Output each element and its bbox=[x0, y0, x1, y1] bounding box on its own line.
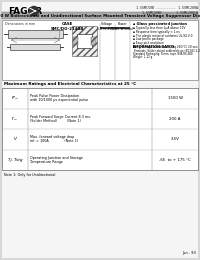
Text: 1500 W Bidirectional and Unidirectional Surface Mounted Transient Voltage Suppre: 1500 W Bidirectional and Unidirectional … bbox=[0, 14, 200, 17]
Text: Voltage
6.8 to 200 V: Voltage 6.8 to 200 V bbox=[97, 22, 117, 31]
Bar bbox=[72, 26, 97, 56]
Text: 1500 W: 1500 W bbox=[168, 96, 182, 100]
Text: ▪ Typical Iρ less than 1μA above 10V: ▪ Typical Iρ less than 1μA above 10V bbox=[133, 26, 186, 30]
Bar bbox=[2, 88, 198, 170]
Text: Operating Junction and Storage: Operating Junction and Storage bbox=[30, 156, 83, 160]
Text: Max. forward voltage drop: Max. forward voltage drop bbox=[30, 135, 74, 139]
Text: ▪ Response time typically < 1 ns: ▪ Response time typically < 1 ns bbox=[133, 30, 180, 34]
Text: Maximum Ratings and Electrical Characteristics at 25 °C: Maximum Ratings and Electrical Character… bbox=[4, 82, 136, 86]
Bar bbox=[73, 37, 78, 45]
Text: Weight: 1.12 g.: Weight: 1.12 g. bbox=[133, 55, 153, 59]
Text: Temperature Range: Temperature Range bbox=[30, 160, 63, 164]
Text: Iᵖₘ: Iᵖₘ bbox=[12, 117, 18, 121]
Text: ▪ Glass passivated junction: ▪ Glass passivated junction bbox=[133, 22, 187, 26]
Bar bbox=[77, 34, 92, 48]
Bar bbox=[2, 20, 198, 80]
Text: (Solder Method)         (Note 1): (Solder Method) (Note 1) bbox=[30, 119, 81, 123]
Text: 1.5SMC5VBC ..... 1.5SMC200CA: 1.5SMC5VBC ..... 1.5SMC200CA bbox=[142, 11, 198, 15]
Text: ▪ Low profile package: ▪ Low profile package bbox=[133, 37, 164, 41]
Text: Vⁱ: Vⁱ bbox=[13, 137, 17, 141]
Bar bbox=[100, 27, 130, 29]
Text: mIⁱ = 100A              (Note 1): mIⁱ = 100A (Note 1) bbox=[30, 139, 78, 143]
Text: Terminals: Solder plated solderable per IEC383-2-23: Terminals: Solder plated solderable per … bbox=[133, 49, 200, 53]
Text: INFORMATION/DATOS: INFORMATION/DATOS bbox=[133, 45, 176, 49]
Circle shape bbox=[30, 6, 38, 16]
Text: Peak Forward Surge Current 8.3 ms.: Peak Forward Surge Current 8.3 ms. bbox=[30, 115, 91, 119]
Bar bbox=[2, 12, 198, 19]
Text: with 10/1000 μs exponential pulse: with 10/1000 μs exponential pulse bbox=[30, 98, 88, 102]
Text: Standard Packaging: 8 mm. tape (EIA-RS-481): Standard Packaging: 8 mm. tape (EIA-RS-4… bbox=[133, 52, 193, 56]
Text: CASE
SMC/DO-214AB: CASE SMC/DO-214AB bbox=[50, 22, 84, 31]
Text: ▪ Easy pick and place: ▪ Easy pick and place bbox=[133, 41, 164, 45]
Text: ▪ The plastic material conforms UL-94 V-0: ▪ The plastic material conforms UL-94 V-… bbox=[133, 34, 192, 38]
Text: FAGOR: FAGOR bbox=[8, 7, 42, 16]
Text: ▪ High temperature solder (eq 260°C) 20 sec.: ▪ High temperature solder (eq 260°C) 20 … bbox=[133, 45, 198, 49]
Text: Note 1: Only for Unidirectional: Note 1: Only for Unidirectional bbox=[4, 173, 55, 177]
Text: Dimensions in mm: Dimensions in mm bbox=[5, 22, 35, 26]
Text: Tj, Tstg: Tj, Tstg bbox=[8, 158, 22, 162]
Text: 3.5V: 3.5V bbox=[171, 137, 179, 141]
Bar bbox=[10, 44, 60, 50]
Text: Peak Pulse Power Dissipation: Peak Pulse Power Dissipation bbox=[30, 94, 79, 98]
Bar bbox=[8, 30, 63, 38]
Bar bbox=[91, 37, 96, 45]
Text: Pᵖₘ: Pᵖₘ bbox=[12, 96, 18, 100]
Text: 200 A: 200 A bbox=[169, 117, 181, 121]
Text: Jun - 93: Jun - 93 bbox=[182, 251, 196, 255]
Text: Power
1500 W(max): Power 1500 W(max) bbox=[111, 22, 133, 31]
Text: -65  to + 175 °C: -65 to + 175 °C bbox=[159, 158, 191, 162]
Text: 1.5SMC5VB .......... 1.5SMC200A: 1.5SMC5VB .......... 1.5SMC200A bbox=[136, 6, 198, 10]
